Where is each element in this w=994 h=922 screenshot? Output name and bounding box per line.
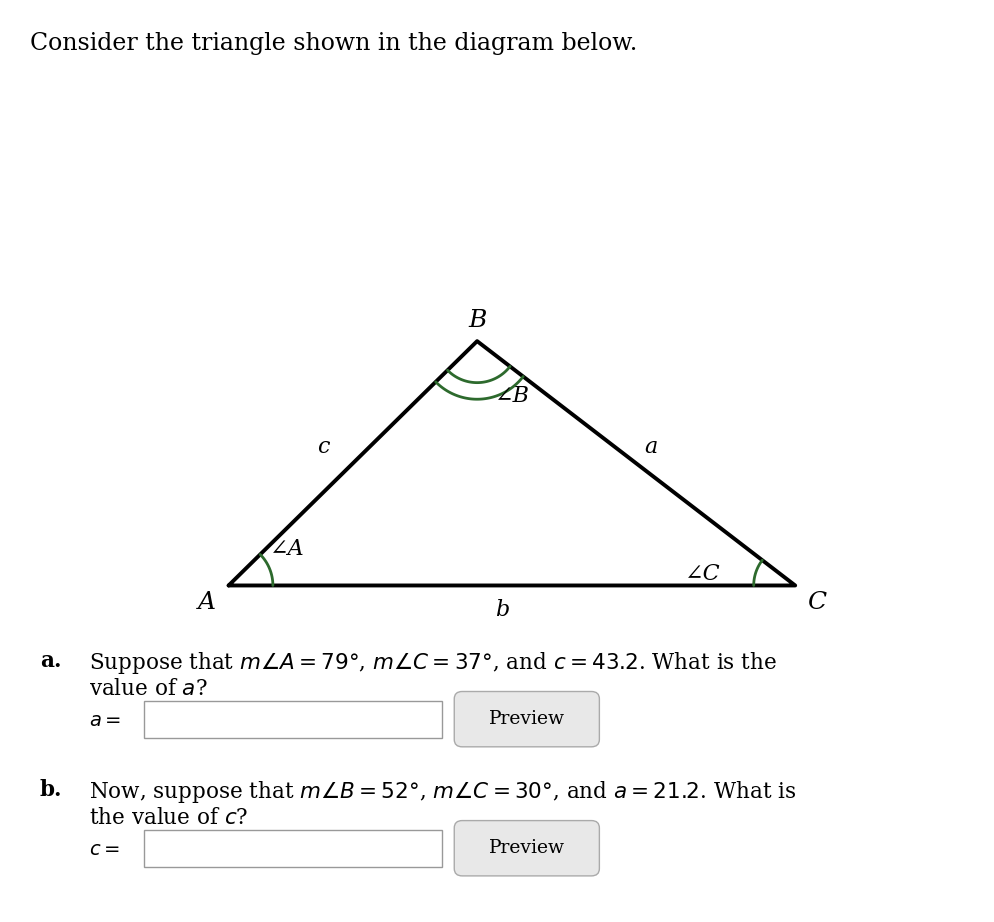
Text: c: c (317, 436, 329, 458)
Text: ∠B: ∠B (495, 385, 530, 408)
Text: Preview: Preview (489, 710, 565, 728)
Text: Consider the triangle shown in the diagram below.: Consider the triangle shown in the diagr… (30, 32, 637, 55)
Text: ∠C: ∠C (685, 563, 721, 585)
Text: Suppose that $m\angle A = 79°$, $m\angle C = 37°$, and $c = 43.2$. What is the: Suppose that $m\angle A = 79°$, $m\angle… (89, 650, 777, 676)
FancyBboxPatch shape (454, 692, 599, 747)
Text: value of $a$?: value of $a$? (89, 678, 208, 700)
Text: ∠A: ∠A (270, 538, 305, 560)
Text: $a =$: $a =$ (89, 712, 121, 730)
Text: the value of $c$?: the value of $c$? (89, 807, 248, 829)
Text: a: a (644, 436, 658, 458)
FancyBboxPatch shape (144, 830, 442, 867)
FancyBboxPatch shape (144, 701, 442, 738)
FancyBboxPatch shape (454, 821, 599, 876)
Text: B: B (468, 310, 486, 332)
Text: b: b (495, 599, 509, 621)
Text: b.: b. (40, 779, 63, 801)
Text: Preview: Preview (489, 839, 565, 857)
Text: C: C (807, 591, 827, 613)
Text: A: A (198, 591, 216, 613)
Text: a.: a. (40, 650, 62, 672)
Text: $c =$: $c =$ (89, 841, 120, 859)
Text: Now, suppose that $m\angle B = 52°$, $m\angle C = 30°$, and $a = 21.2$. What is: Now, suppose that $m\angle B = 52°$, $m\… (89, 779, 797, 805)
